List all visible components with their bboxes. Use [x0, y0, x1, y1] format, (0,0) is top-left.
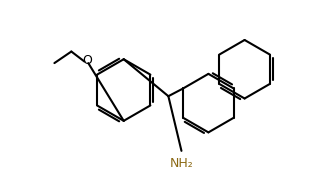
Text: NH₂: NH₂ [169, 157, 193, 170]
Text: O: O [83, 54, 93, 67]
